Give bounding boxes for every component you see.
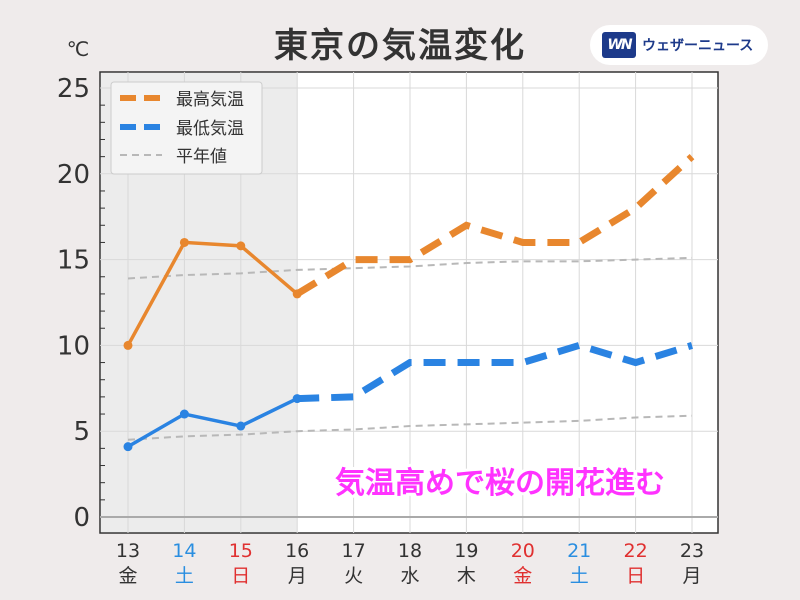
x-tick-day: 14 [172,540,196,562]
brand-logo-icon: WN [602,32,636,58]
y-tick-label: 20 [57,160,90,190]
y-tick-label: 0 [73,503,90,533]
annotation-text: 気温高めで桜の開花進む [335,466,665,501]
x-tick-day: 16 [285,540,309,562]
unit-label: ℃ [67,37,89,61]
max-temp-forecast-line [295,154,695,297]
min-temp-point [123,442,133,452]
x-tick-weekday: 日 [231,565,250,587]
y-tick-label: 25 [57,74,90,104]
y-tick-label: 5 [73,417,90,447]
min-temp-point [179,409,189,419]
max-temp-point [292,289,302,299]
x-tick-weekday: 金 [118,565,137,587]
x-tick-day: 23 [680,540,704,562]
legend-box [110,81,263,175]
min-temp-forecast-line [297,341,694,403]
min-temp-point [292,394,302,404]
x-tick-weekday: 土 [570,565,589,587]
chart-title: 東京の気温変化 [274,26,526,66]
min-temp-point [236,421,246,431]
x-tick-day: 18 [398,540,422,562]
max-temp-observed-line [126,240,299,347]
min-temp-observed-line [127,397,298,449]
x-tick-day: 22 [624,540,648,562]
x-tick-weekday: 木 [457,565,476,587]
max-temp-point [179,237,189,247]
y-tick-label: 15 [57,246,90,276]
max-temp-point [123,340,133,350]
normal-line [127,414,693,441]
x-tick-weekday: 金 [513,565,532,587]
x-tick-day: 17 [342,540,366,562]
x-tick-weekday: 月 [288,565,307,587]
brand-badge: WN ウェザーニュース [590,25,768,65]
x-tick-day: 19 [454,540,478,562]
x-tick-day: 13 [116,540,140,562]
max-temp-point [236,241,246,251]
legend-label: 最高気温 [176,90,244,110]
x-tick-weekday: 日 [626,565,645,587]
x-tick-weekday: 土 [175,565,194,587]
x-tick-weekday: 火 [344,565,363,587]
legend-label: 平年値 [176,147,227,167]
y-tick-label: 10 [57,331,90,361]
brand-name: ウェザーニュース [642,38,754,54]
normal-line [127,256,693,280]
x-tick-day: 21 [567,540,591,562]
legend-label: 最低気温 [176,119,244,139]
x-tick-weekday: 水 [400,565,419,587]
x-tick-day: 15 [229,540,253,562]
x-tick-day: 20 [511,540,535,562]
x-tick-weekday: 月 [682,565,701,587]
